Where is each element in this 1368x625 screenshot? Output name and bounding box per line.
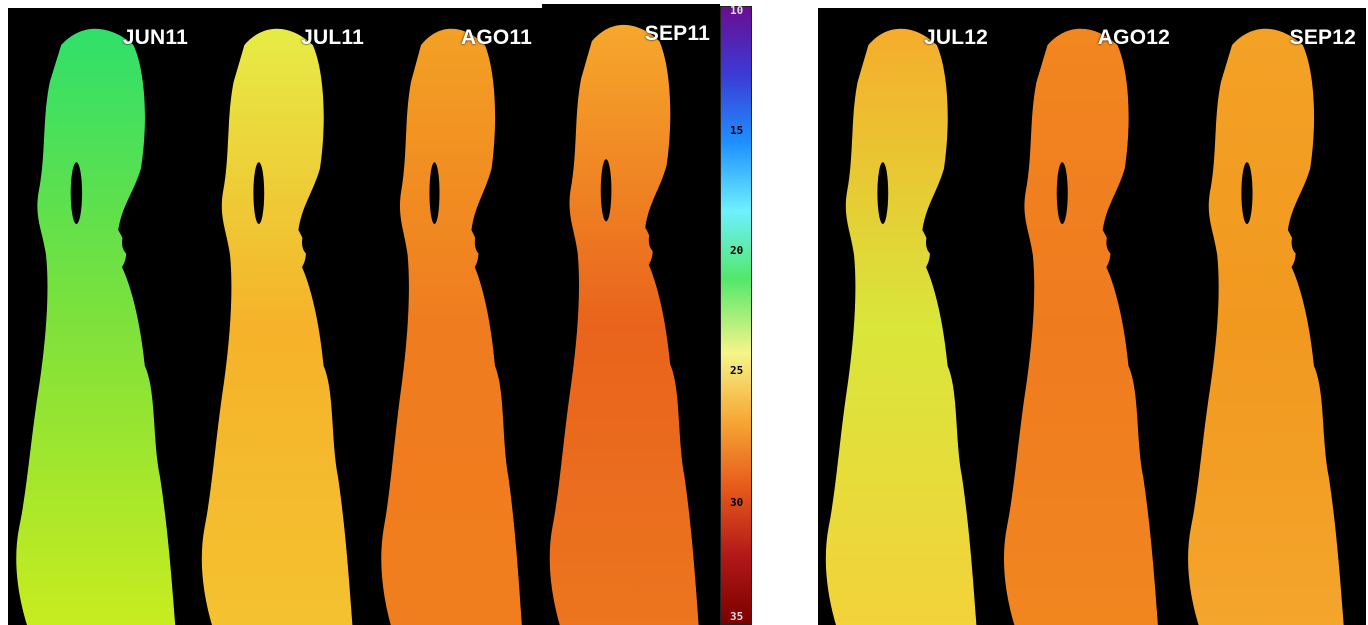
map-panel-sep11: SEP11 [542, 4, 720, 625]
panel-label: JUN11 [122, 26, 188, 49]
panel-label: AGO11 [460, 26, 532, 49]
sst-map-jul11 [201, 28, 353, 625]
sst-map-jun11 [16, 28, 176, 625]
panel-label: JUL11 [301, 26, 364, 49]
colorbar-tick-15: 15 [730, 124, 744, 137]
map-panel-ago11: AGO11 [374, 8, 542, 625]
map-panel-ago12: AGO12 [996, 8, 1180, 625]
panel-label: SEP11 [644, 22, 710, 45]
map-panel-jun11: JUN11 [8, 8, 198, 625]
sst-map-jul12 [825, 28, 977, 625]
panel-label: SEP12 [1289, 26, 1356, 49]
sst-map-sep12 [1188, 28, 1344, 625]
map-panel-sep12: SEP12 [1180, 8, 1366, 625]
colorbar-tick-25: 25 [730, 364, 744, 377]
sst-map-sep11 [549, 24, 699, 625]
sst-map-ago11 [381, 28, 522, 625]
colorbar-tick-min: 35 [730, 610, 744, 623]
colorbar-tick-max: 10 [730, 4, 744, 17]
map-panel-jul11: JUL11 [194, 8, 374, 625]
panel-label: AGO12 [1097, 26, 1170, 49]
temperature-colorbar [720, 6, 752, 625]
colorbar-tick-30: 30 [730, 496, 744, 509]
sst-map-ago12 [1003, 28, 1158, 625]
map-panel-jul12: JUL12 [818, 8, 998, 625]
panel-label: JUL12 [923, 26, 988, 49]
colorbar-tick-20: 20 [730, 244, 744, 257]
